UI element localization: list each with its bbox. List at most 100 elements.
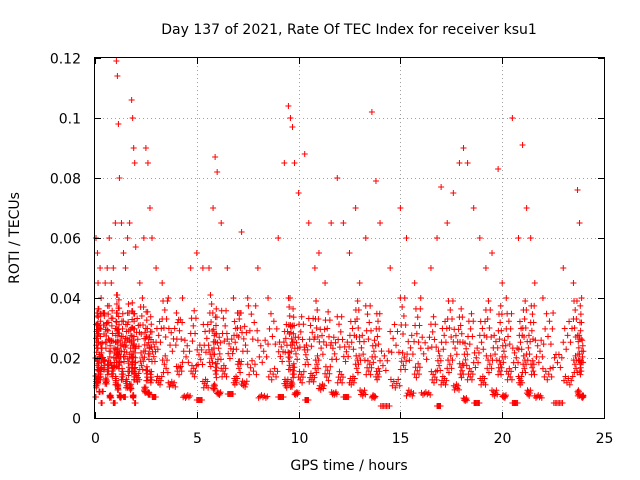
data-point [470,318,477,325]
data-point [286,304,293,310]
data-point [286,358,293,365]
data-point [105,319,112,326]
data-point [97,325,104,332]
data-point [437,403,444,409]
data-point [213,330,220,337]
data-point [294,356,301,363]
data-point [143,370,150,377]
data-point [449,316,456,322]
data-point [157,339,164,346]
data-point-peak [108,280,115,286]
data-point [130,392,137,399]
data-point [315,316,322,322]
data-point [539,365,546,372]
y-tick-label: 0.08 [50,172,81,188]
data-point-peak [570,280,577,286]
data-point [178,368,185,375]
data-point [550,364,557,371]
data-point [314,307,321,313]
data-point [419,391,426,398]
data-point [426,334,433,341]
data-point [308,343,315,350]
data-point [484,316,491,322]
data-point [251,319,258,326]
data-point [213,364,220,371]
data-point [179,359,186,366]
data-point [236,316,243,322]
data-point [394,328,401,335]
data-point [121,358,128,365]
data-point-peak [113,58,120,64]
data-point [101,362,108,369]
data-point [95,314,102,321]
data-point [266,325,273,332]
data-point [464,351,471,358]
data-point [382,367,389,374]
data-point [502,342,509,349]
data-point [165,325,172,332]
data-point [162,352,169,359]
data-point [457,322,464,329]
data-point [525,332,532,339]
data-point [446,361,453,368]
data-point [574,369,581,376]
data-point [228,336,235,343]
data-point [134,336,141,343]
data-point [327,363,334,370]
data-point [436,352,443,359]
data-point [207,292,214,298]
data-point [518,373,525,380]
data-point [243,378,250,385]
data-point [431,336,438,343]
data-point [104,371,111,378]
data-point [252,302,259,309]
data-point [99,400,106,406]
data-point [267,310,274,317]
data-point [566,381,573,388]
data-point [458,305,465,312]
data-point [235,334,242,340]
data-point [487,307,494,313]
data-point [486,361,493,368]
data-point [113,301,120,307]
data-point [297,328,304,335]
data-point [274,368,281,375]
data-point [415,339,422,346]
data-point-peak [114,73,121,79]
data-point-peak [417,295,424,301]
data-point [309,329,316,336]
data-point [118,359,125,366]
data-point [138,313,145,319]
data-point [109,365,116,372]
data-point-peak [476,235,483,241]
data-point [406,357,413,364]
data-point-peak [334,175,341,181]
data-point [169,348,176,355]
data-point [125,319,132,325]
plot-frame [94,57,605,419]
data-point [370,348,377,355]
data-point [246,371,253,378]
data-point-peak [574,187,581,193]
data-point [515,359,522,366]
data-point [356,352,363,359]
data-point [190,322,197,329]
data-point-peak [489,250,496,256]
data-point [526,351,533,358]
data-point [112,400,119,406]
data-point [163,357,170,364]
data-point [321,326,328,333]
data-point [529,357,536,364]
data-point [139,366,146,373]
data-point-peak [527,235,534,241]
data-point [217,356,224,363]
data-point [521,334,528,340]
data-point [379,362,386,369]
data-point-peak [482,265,489,271]
data-point [154,346,161,353]
data-point-peak [464,160,471,166]
data-point [268,376,275,383]
data-point [291,364,298,371]
data-point [358,344,365,351]
data-point [97,373,104,380]
